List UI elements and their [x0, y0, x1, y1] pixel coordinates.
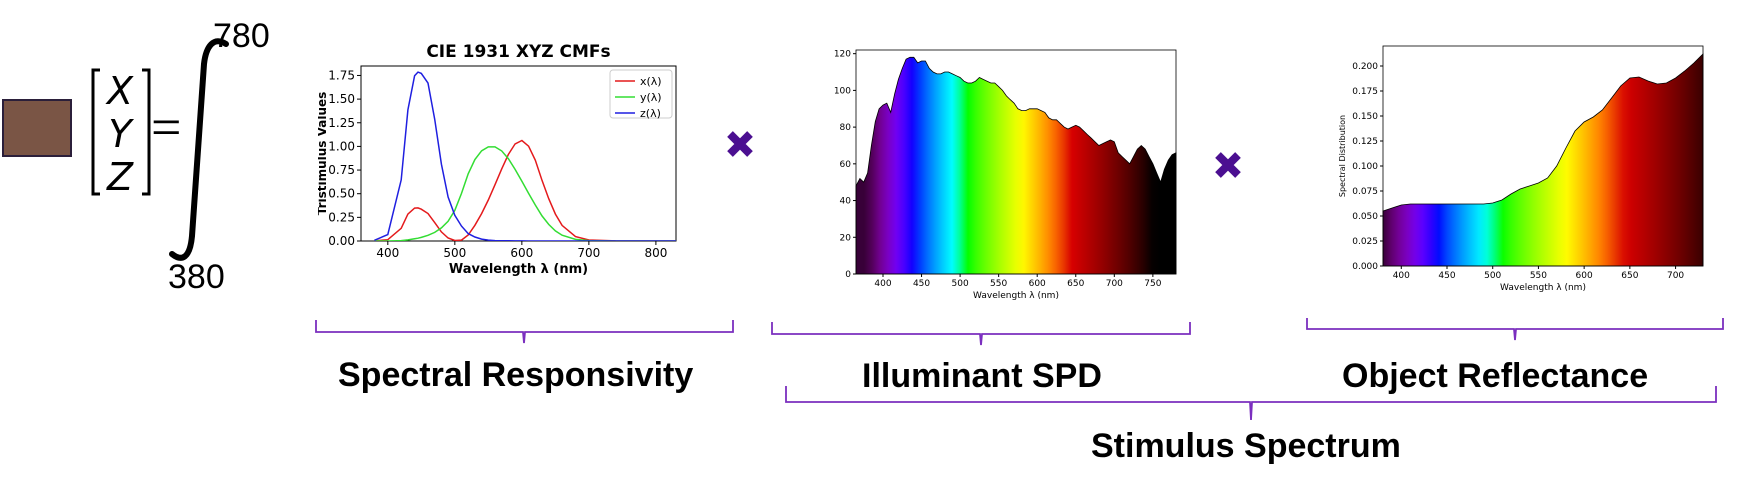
y-tick-label: 0.125	[1352, 137, 1378, 147]
object-reflectance-chart: Spectral Distribution Wavelength λ (nm) …	[1338, 45, 1704, 293]
brace-illuminant-spd	[771, 322, 1191, 346]
color-swatch	[2, 99, 72, 157]
y-tick-label: 0.050	[1352, 212, 1378, 222]
y-tick-label: 0.150	[1352, 112, 1378, 122]
x-tick-label: 500	[1484, 271, 1501, 281]
x-axis-label: Wavelength λ (nm)	[449, 262, 588, 277]
y-axis-label: Spectral Distribution	[1338, 115, 1347, 197]
plot-frame	[855, 49, 1177, 275]
legend-label: y(λ)	[640, 91, 662, 104]
cmf-chart: CIE 1931 XYZ CMFs Tristimulus Values Wav…	[318, 42, 677, 277]
brace-object-reflectance	[1306, 318, 1724, 341]
x-axis-label: Wavelength λ (nm)	[1500, 283, 1586, 293]
x-tick-label: 450	[913, 279, 930, 289]
x-tick-label: 650	[1621, 271, 1638, 281]
x-tick-label: 600	[1576, 271, 1593, 281]
x-tick-label: 550	[1530, 271, 1547, 281]
x-tick-label: 700	[577, 246, 600, 260]
x-tick-label: 500	[952, 279, 969, 289]
x-tick-label: 700	[1667, 271, 1684, 281]
y-tick-label: 60	[840, 160, 852, 170]
legend-label: z(λ)	[640, 107, 661, 120]
y-tick-label: 20	[840, 233, 852, 243]
lower-limit: 380	[168, 258, 225, 296]
y-tick-label: 0.75	[328, 163, 355, 177]
x-tick-label: 550	[990, 279, 1007, 289]
label-spectral-responsivity: Spectral Responsivity	[338, 356, 694, 394]
y-tick-label: 0.00	[328, 234, 355, 248]
x-tick-label: 400	[1393, 271, 1410, 281]
x-tick-label: 400	[376, 246, 399, 260]
y-tick-label: 0.200	[1352, 62, 1378, 72]
multiply-icon	[1215, 152, 1241, 178]
y-tick-label: 0.50	[328, 187, 355, 201]
upper-limit: 780	[213, 17, 270, 55]
left-bracket	[91, 68, 100, 196]
equals-sign: =	[151, 97, 182, 157]
vector-x: X	[105, 69, 134, 113]
y-tick-label: 1.25	[328, 116, 355, 130]
y-tick-label: 0.000	[1352, 262, 1378, 272]
x-tick-label: 500	[443, 246, 466, 260]
series-line-1	[374, 139, 676, 241]
multiply-icon	[727, 131, 753, 157]
xyz-vector: X Y Z	[91, 68, 151, 198]
spectrum-area	[1382, 53, 1704, 267]
x-tick-label: 700	[1106, 279, 1123, 289]
label-stimulus-spectrum: Stimulus Spectrum	[1091, 427, 1401, 465]
y-tick-label: 0.025	[1352, 237, 1378, 247]
legend-box	[609, 69, 673, 119]
y-tick-label: 40	[840, 197, 852, 207]
x-tick-label: 600	[510, 246, 533, 260]
y-axis-label: Tristimulus Values	[318, 92, 329, 216]
y-tick-label: 1.00	[328, 139, 355, 153]
plot-frame	[1382, 45, 1704, 267]
chart-title: CIE 1931 XYZ CMFs	[426, 42, 610, 62]
brace-stimulus-spectrum	[785, 386, 1717, 421]
x-tick-label: 800	[644, 246, 667, 260]
integral-sign	[169, 38, 229, 261]
y-tick-label: 80	[840, 123, 852, 133]
x-tick-label: 650	[1067, 279, 1084, 289]
label-illuminant-spd: Illuminant SPD	[862, 357, 1102, 395]
y-tick-label: 0.25	[328, 210, 355, 224]
x-tick-label: 400	[874, 279, 891, 289]
brace-spectral-responsivity	[315, 320, 734, 344]
y-tick-label: 120	[834, 50, 851, 60]
series-line-2	[374, 146, 676, 241]
y-tick-label: 0.075	[1352, 187, 1378, 197]
y-tick-label: 1.50	[328, 92, 355, 106]
y-tick-label: 0.175	[1352, 87, 1378, 97]
x-tick-label: 750	[1144, 279, 1161, 289]
series-line-3	[374, 71, 676, 241]
vector-y: Y	[108, 112, 134, 156]
y-tick-label: 0	[845, 270, 851, 280]
y-tick-label: 100	[834, 86, 851, 96]
y-tick-label: 1.75	[328, 68, 355, 82]
y-tick-label: 0.100	[1352, 162, 1378, 172]
vector-z: Z	[106, 155, 134, 198]
illuminant-spd-chart: Wavelength λ (nm) 400 450 500 550 600 650 700 7…	[834, 49, 1177, 301]
legend-label: x(λ)	[640, 75, 662, 88]
x-tick-label: 450	[1438, 271, 1455, 281]
x-tick-label: 600	[1029, 279, 1046, 289]
right-bracket	[142, 68, 151, 196]
label-object-reflectance: Object Reflectance	[1342, 357, 1649, 395]
x-axis-label: Wavelength λ (nm)	[973, 291, 1059, 301]
spectrum-area	[855, 56, 1177, 275]
